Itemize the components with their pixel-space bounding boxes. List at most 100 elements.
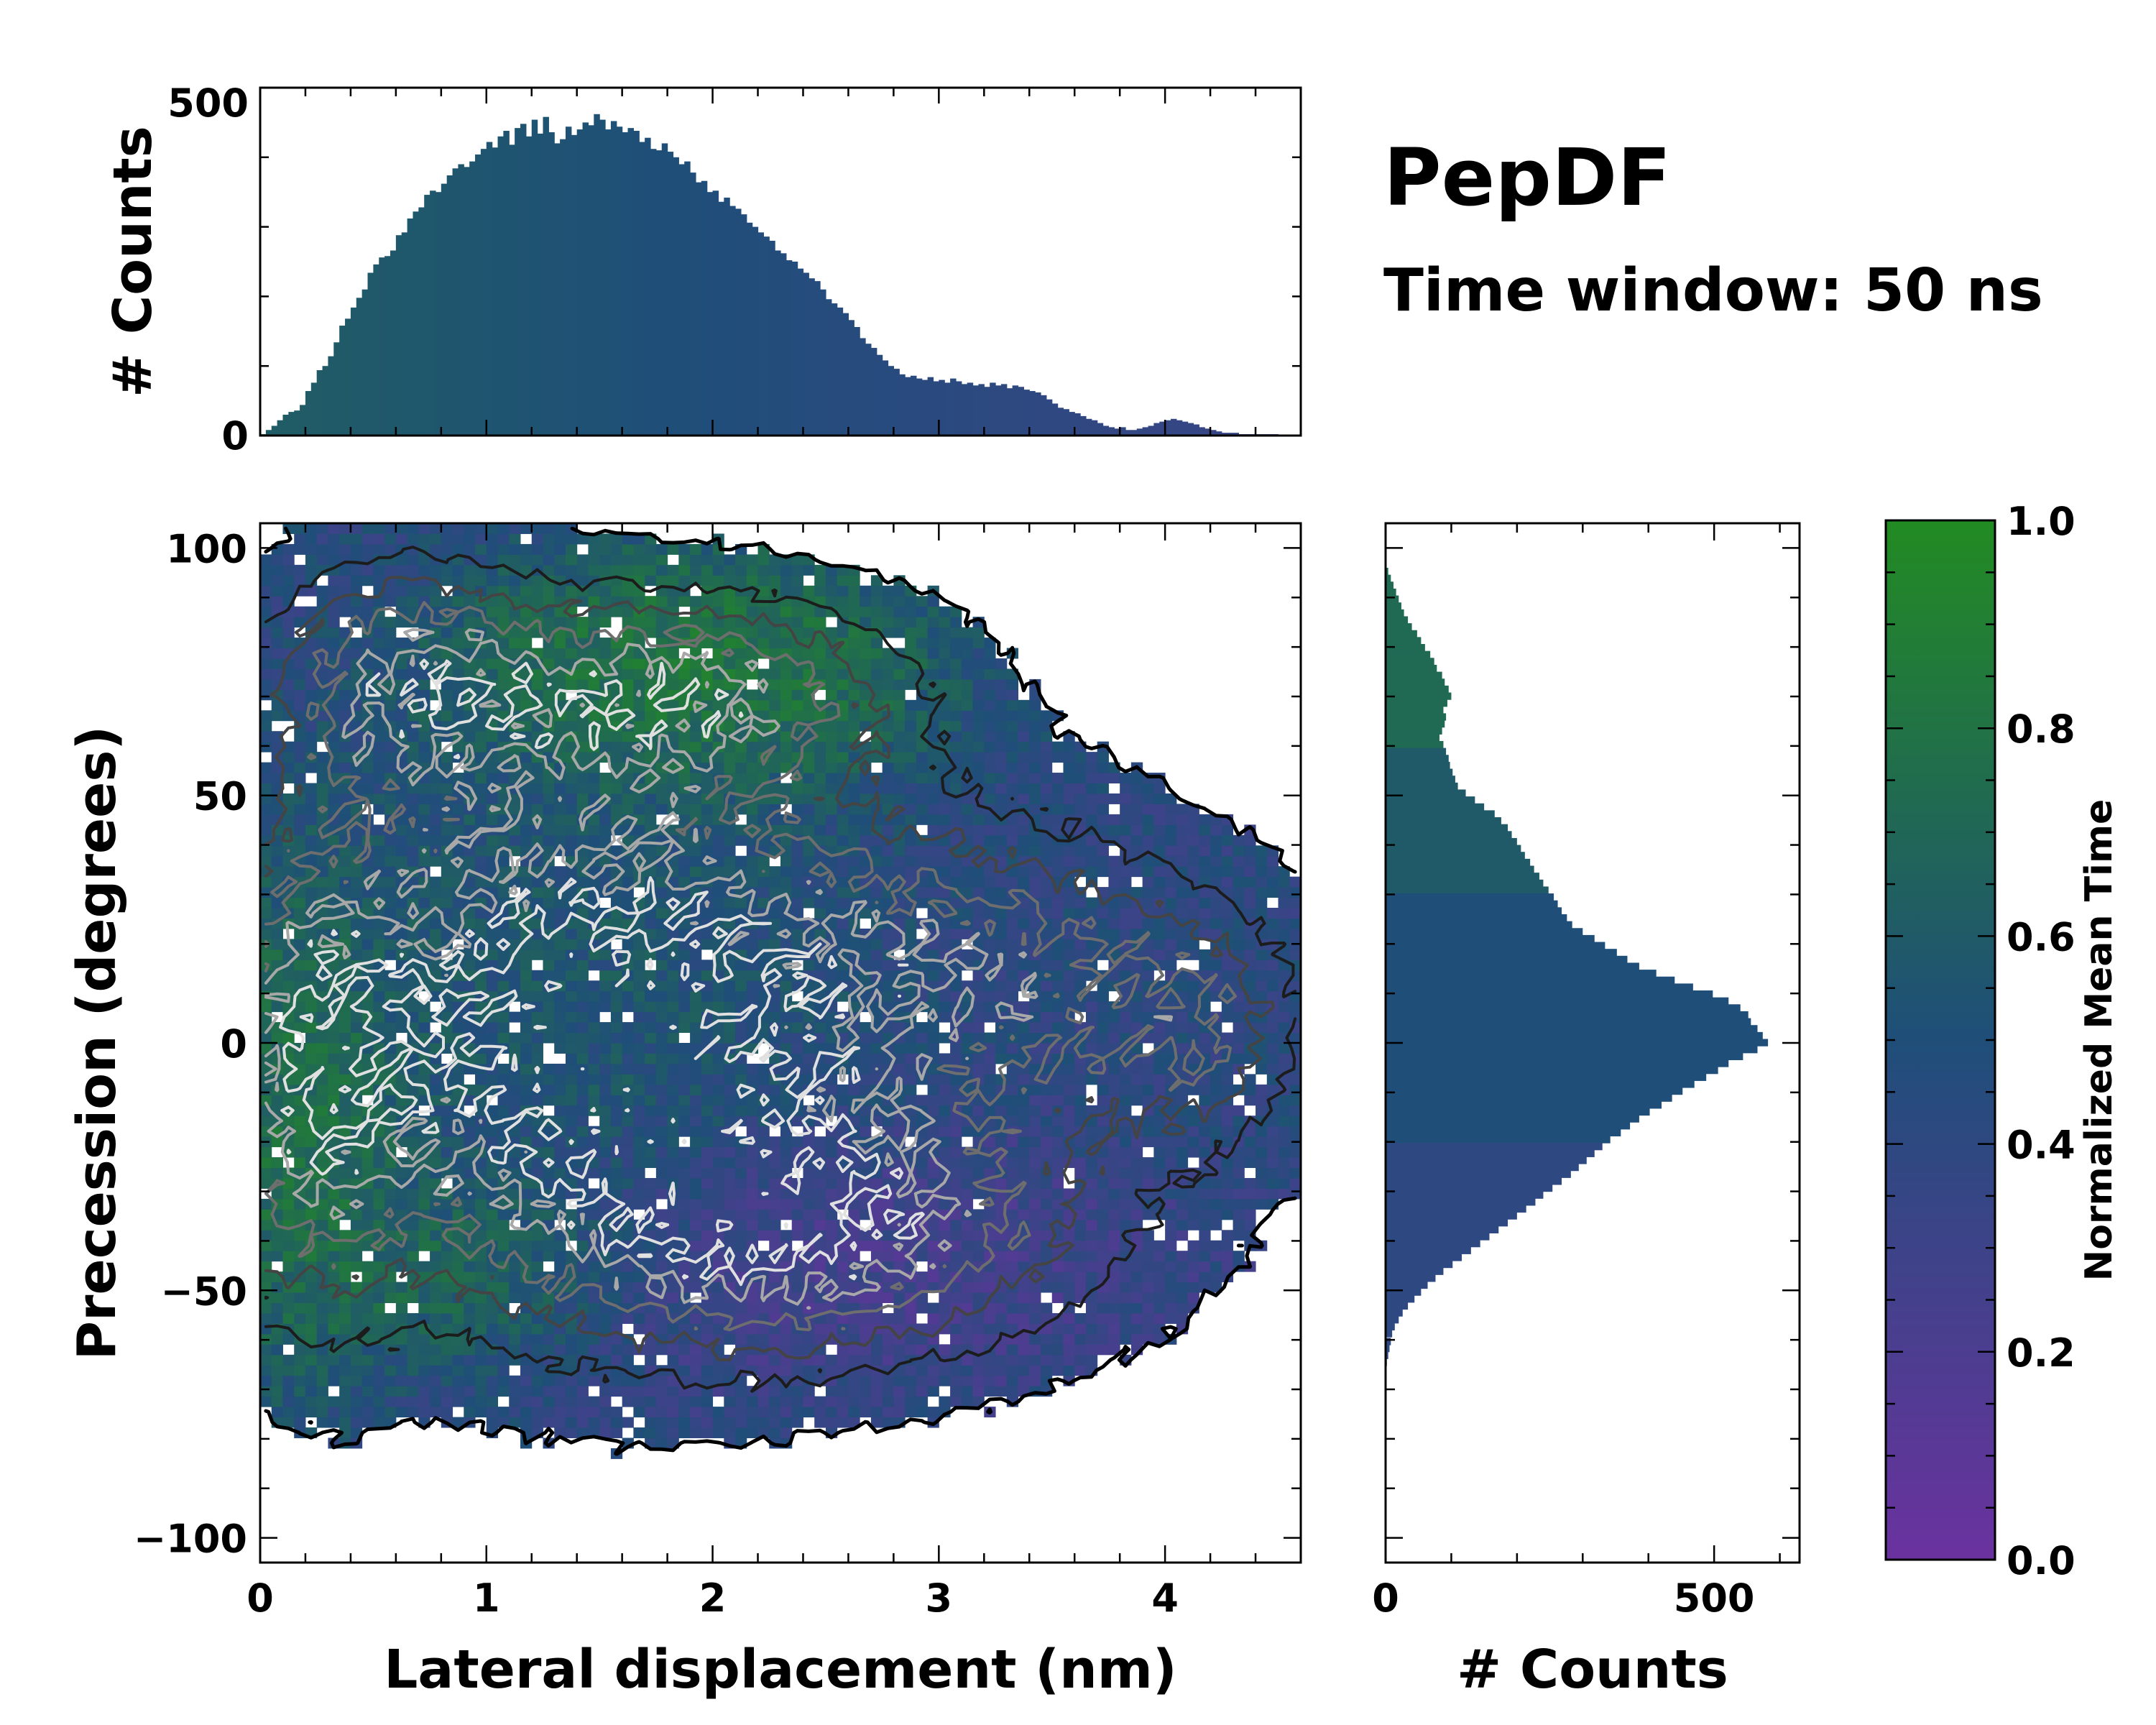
heatmap-cell [791, 1011, 803, 1023]
heatmap-cell [814, 908, 826, 919]
heatmap-cell [1187, 908, 1199, 919]
heatmap-cell [271, 1157, 283, 1169]
heatmap-cell [655, 1209, 668, 1220]
heatmap-cell [950, 928, 962, 939]
heatmap-cell [1256, 990, 1268, 1002]
top-histogram-bar-75 [684, 161, 691, 436]
heatmap-cell [1256, 960, 1268, 971]
heatmap-cell [1266, 876, 1279, 888]
heatmap-cell [531, 990, 543, 1002]
heatmap-cell [339, 1116, 351, 1127]
heatmap-cell [520, 1053, 533, 1064]
heatmap-cell [1085, 855, 1098, 867]
heatmap-cell [543, 1177, 555, 1189]
heatmap-cell [939, 1198, 951, 1210]
heatmap-cell [1187, 1251, 1199, 1262]
heatmap-cell [520, 876, 533, 888]
heatmap-cell [791, 866, 803, 878]
heatmap-cell [724, 1157, 736, 1169]
heatmap-cell [1278, 1053, 1290, 1064]
heatmap-cell [282, 1198, 295, 1210]
heatmap-cell [520, 970, 533, 981]
heatmap-cell [1233, 1105, 1245, 1116]
heatmap-cell [486, 1230, 499, 1241]
heatmap-cell [927, 1095, 939, 1106]
heatmap-cell [1120, 908, 1132, 919]
top-histogram-bar-78 [701, 180, 708, 436]
heatmap-cell [645, 1063, 657, 1075]
heatmap-cell [305, 1407, 318, 1418]
heatmap-cell [1142, 1271, 1154, 1283]
heatmap-cell [599, 1312, 612, 1324]
heatmap-cell [384, 1240, 397, 1251]
heatmap-cell [825, 1407, 838, 1418]
heatmap-cell [667, 1053, 679, 1064]
heatmap-cell [588, 1292, 600, 1303]
heatmap-cell [837, 866, 849, 878]
top-histogram-bar-96 [803, 272, 809, 436]
heatmap-cell [599, 1302, 612, 1314]
heatmap-cell [576, 1074, 589, 1085]
heatmap-cell [1199, 1219, 1211, 1230]
heatmap-cell [701, 1126, 714, 1137]
heatmap-cell [1289, 1001, 1301, 1013]
heatmap-cell [757, 939, 770, 950]
heatmap-cell [350, 1146, 363, 1158]
heatmap-cell [961, 1386, 974, 1397]
heatmap-cell [972, 918, 985, 929]
heatmap-cell [712, 1043, 724, 1054]
heatmap-cell [984, 1271, 996, 1283]
heatmap-cell [916, 1095, 929, 1106]
heatmap-cell [893, 845, 906, 857]
top-ytick-label-1: 500 [167, 80, 249, 126]
heatmap-cell [667, 1126, 679, 1137]
heatmap-cell [724, 1417, 736, 1428]
heatmap-cell [780, 1209, 793, 1220]
heatmap-cell [328, 1240, 340, 1251]
heatmap-cell [1289, 1177, 1301, 1189]
heatmap-cell [350, 918, 363, 929]
heatmap-cell [757, 1063, 770, 1075]
heatmap-cell [395, 1333, 408, 1345]
top-histogram-bar-94 [791, 262, 798, 436]
heatmap-cell [441, 1126, 453, 1137]
heatmap-cell [418, 1365, 430, 1376]
heatmap-cell [701, 1354, 714, 1366]
heatmap-cell [486, 1365, 499, 1376]
heatmap-cell [655, 1116, 668, 1127]
heatmap-cell [520, 1312, 533, 1324]
heatmap-cell [803, 1386, 815, 1397]
heatmap-cell [452, 845, 464, 857]
heatmap-cell [1074, 1219, 1087, 1230]
heatmap-cell [1018, 908, 1030, 919]
heatmap-cell [757, 1209, 770, 1220]
heatmap-cell [712, 1407, 724, 1418]
heatmap-cell [655, 970, 668, 981]
heatmap-cell [316, 1396, 328, 1407]
heatmap-cell [746, 1292, 759, 1303]
heatmap-cell [260, 1365, 272, 1376]
heatmap-cell [441, 1396, 453, 1407]
top-histogram-bar-35 [458, 164, 464, 436]
top-histogram-bar-105 [854, 326, 860, 436]
heatmap-cell [735, 990, 747, 1002]
heatmap-cell [860, 939, 872, 950]
heatmap-cell [1006, 1386, 1019, 1397]
top-histogram-bar-102 [837, 307, 844, 436]
heatmap-cell [950, 1386, 962, 1397]
top-histogram-bar-143 [1069, 412, 1075, 436]
top-histogram-bar-155 [1136, 428, 1143, 436]
heatmap-cell [554, 949, 566, 960]
heatmap-cell [565, 1323, 578, 1335]
heatmap-cell [825, 970, 838, 981]
heatmap-cell [757, 1177, 770, 1189]
heatmap-cell [1244, 1074, 1256, 1085]
heatmap-cell [328, 1375, 340, 1386]
heatmap-cell [373, 1417, 385, 1428]
heatmap-cell [350, 1011, 363, 1023]
heatmap-cell [939, 928, 951, 939]
heatmap-cell [1165, 960, 1177, 971]
heatmap-cell [543, 1209, 555, 1220]
heatmap-cell [1120, 1177, 1132, 1189]
heatmap-cell [576, 1116, 589, 1127]
